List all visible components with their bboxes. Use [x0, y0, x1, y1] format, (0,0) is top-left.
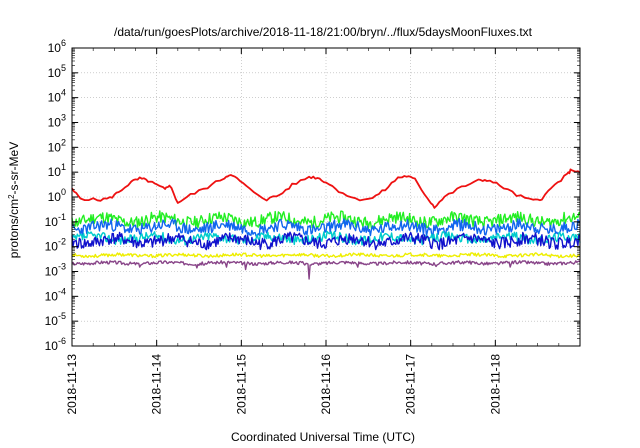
x-tick-label: 2018-11-15 — [234, 354, 248, 415]
y-tick-label: 10-2 — [45, 237, 66, 254]
series-lines — [71, 168, 581, 280]
y-tick-label: 100 — [48, 187, 66, 204]
series-line-7 — [71, 260, 581, 280]
y-tick-label: 101 — [48, 162, 66, 179]
grid-lines — [72, 48, 580, 346]
axis-ticks — [71, 47, 580, 347]
series-line-3 — [71, 217, 581, 237]
y-tick-label: 106 — [48, 38, 66, 55]
series-line-1 — [71, 168, 581, 209]
y-tick-label: 105 — [48, 63, 66, 80]
y-tick-label: 10-4 — [45, 286, 66, 303]
y-tick-label: 103 — [48, 113, 66, 130]
y-tick-label: 10-6 — [45, 336, 66, 353]
series-line-6 — [71, 252, 581, 259]
series-line-5 — [71, 231, 581, 251]
x-tick-label: 2018-11-17 — [404, 354, 418, 415]
x-tick-label: 2018-11-13 — [65, 354, 79, 415]
x-tick-label: 2018-11-16 — [319, 354, 333, 415]
series-line-4 — [71, 230, 581, 246]
y-tick-label: 10-3 — [45, 262, 66, 279]
x-tick-label: 2018-11-14 — [150, 354, 164, 415]
series-line-2 — [71, 210, 581, 230]
y-axis-label: protons/cm2-s-sr-MeV — [7, 142, 21, 258]
x-tick-labels: 2018-11-13 2018-11-14 2018-11-15 2018-11-16… — [65, 354, 502, 415]
y-tick-label: 10-1 — [45, 212, 66, 229]
x-tick-label: 2018-11-18 — [488, 354, 502, 415]
y-tick-label: 10-5 — [45, 311, 66, 328]
y-tick-label: 102 — [48, 137, 66, 154]
chart-title: /data/run/goesPlots/archive/2018-11-18/2… — [114, 25, 533, 39]
y-tick-label: 104 — [48, 88, 66, 105]
x-axis-label: Coordinated Universal Time (UTC) — [231, 430, 415, 444]
y-tick-labels: 10-6 10-5 10-4 10-3 10-2 10-1 100 101 102 103 104 1… — [45, 38, 66, 353]
